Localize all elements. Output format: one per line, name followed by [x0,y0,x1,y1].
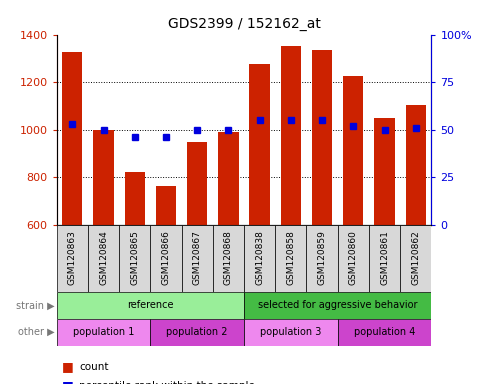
Bar [281,46,301,225]
Text: GSM120861: GSM120861 [380,230,389,285]
Text: GSM120838: GSM120838 [255,230,264,285]
Text: GSM120864: GSM120864 [99,230,108,285]
Bar [249,64,270,225]
Bar [244,292,431,319]
Bar [338,319,431,346]
Bar [187,142,208,225]
Text: GSM120867: GSM120867 [193,230,202,285]
Text: ■: ■ [62,379,73,384]
Text: GSM120868: GSM120868 [224,230,233,285]
Bar [374,118,395,225]
Bar [275,225,307,292]
Text: population 4: population 4 [354,327,415,337]
Bar [218,132,239,225]
Bar [244,319,338,346]
Bar [343,76,363,225]
Bar [369,225,400,292]
Text: GSM120859: GSM120859 [317,230,326,285]
Text: GSM120863: GSM120863 [68,230,77,285]
Bar [312,50,332,225]
Bar [244,225,275,292]
Text: population 1: population 1 [73,327,134,337]
Bar [88,225,119,292]
Bar [307,225,338,292]
Bar [156,186,176,225]
Text: GSM120866: GSM120866 [162,230,171,285]
Text: GSM120860: GSM120860 [349,230,358,285]
Bar [150,225,181,292]
Bar [57,319,150,346]
Bar [57,292,244,319]
Text: strain ▶: strain ▶ [16,300,54,310]
Bar [119,225,150,292]
Text: GSM120865: GSM120865 [130,230,139,285]
Text: GSM120862: GSM120862 [411,230,420,285]
Bar [406,105,426,225]
Text: ■: ■ [62,360,73,373]
Bar [62,52,82,225]
Bar [213,225,244,292]
Text: reference: reference [127,300,174,310]
Text: population 2: population 2 [167,327,228,337]
Title: GDS2399 / 152162_at: GDS2399 / 152162_at [168,17,320,31]
Text: count: count [79,362,108,372]
Bar [400,225,431,292]
Text: selected for aggressive behavior: selected for aggressive behavior [258,300,418,310]
Bar [338,225,369,292]
Text: other ▶: other ▶ [18,327,54,337]
Bar [93,130,114,225]
Text: percentile rank within the sample: percentile rank within the sample [79,381,255,384]
Text: population 3: population 3 [260,327,321,337]
Bar [181,225,213,292]
Bar [57,225,88,292]
Bar [150,319,244,346]
Bar [125,172,145,225]
Text: GSM120858: GSM120858 [286,230,295,285]
